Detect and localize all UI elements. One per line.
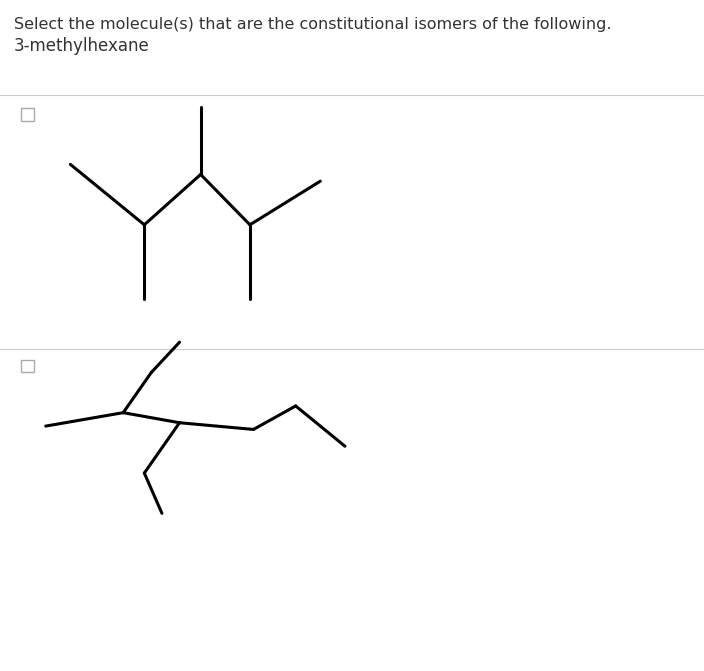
Text: Select the molecule(s) that are the constitutional isomers of the following.: Select the molecule(s) that are the cons…	[14, 17, 612, 32]
Text: 3-methylhexane: 3-methylhexane	[14, 37, 150, 55]
